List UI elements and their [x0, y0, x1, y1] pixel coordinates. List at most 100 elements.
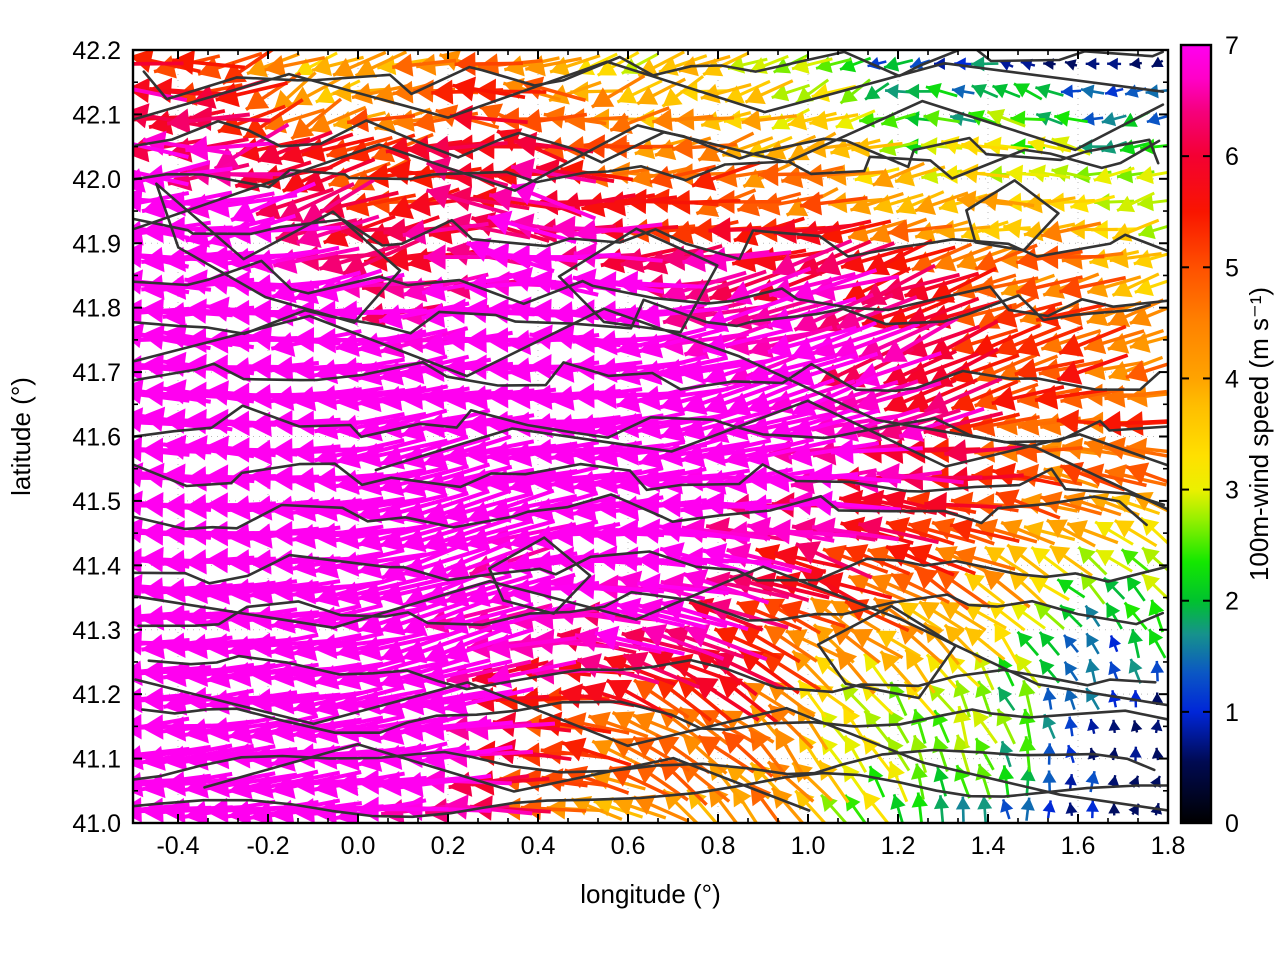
wind-arrow-head — [342, 253, 369, 277]
wind-arrow — [790, 320, 878, 361]
wind-arrow — [1027, 136, 1072, 155]
wind-arrow-head — [1063, 634, 1078, 649]
wind-arrow-head — [379, 581, 404, 607]
wind-arrow — [519, 108, 588, 133]
wind-arrow-head — [1087, 718, 1100, 731]
wind-arrow-head — [379, 304, 404, 330]
wind-arrow-head — [357, 442, 382, 468]
wind-arrow — [354, 50, 408, 78]
wind-arrow — [702, 51, 750, 77]
wind-arrow-head — [336, 443, 362, 469]
wind-arrow-head — [443, 384, 467, 411]
wind-arrow-head — [399, 384, 423, 410]
wind-arrow — [205, 579, 298, 605]
wind-arrow — [794, 789, 827, 823]
wind-arrow — [249, 713, 340, 745]
wind-arrow-head — [228, 635, 253, 661]
wind-arrow — [707, 785, 739, 823]
wind-arrow-head — [1104, 436, 1126, 460]
colorbar-tick-label: 3 — [1225, 477, 1239, 505]
wind-arrow — [1033, 602, 1065, 630]
wind-arrow-head — [313, 385, 338, 411]
wind-arrow-head — [248, 632, 272, 659]
wind-arrow-head — [736, 599, 761, 622]
wind-arrow-head — [975, 250, 999, 273]
wind-arrow-head — [486, 382, 509, 409]
wind-arrow-head — [133, 436, 143, 462]
wind-arrow-head — [1078, 547, 1096, 565]
wind-arrow-head — [658, 492, 681, 518]
wind-arrow-head — [709, 279, 735, 303]
wind-arrow-head — [442, 298, 466, 324]
wind-arrow — [820, 793, 848, 823]
wind-arrow-head — [335, 690, 360, 716]
wind-arrow — [843, 544, 911, 576]
wind-arrow-head — [1108, 719, 1121, 731]
wind-arrow — [400, 658, 491, 690]
wind-arrow-head — [1015, 654, 1033, 673]
wind-arrow-head — [141, 297, 164, 324]
wind-arrow-head — [162, 246, 186, 273]
wind-arrow — [745, 438, 836, 468]
wind-arrow-head — [270, 717, 295, 743]
wind-arrow-head — [141, 246, 165, 273]
wind-arrow-head — [1107, 775, 1120, 787]
terrain-contour-layer — [133, 50, 1168, 819]
wind-arrow — [1129, 57, 1142, 70]
wind-arrow-head — [704, 308, 730, 333]
wind-arrow-head — [1016, 333, 1041, 357]
wind-arrow-head — [953, 734, 971, 753]
wind-arrow — [842, 266, 912, 303]
wind-arrow — [790, 374, 877, 417]
wind-arrow-head — [509, 526, 534, 552]
wind-arrow-head — [264, 55, 286, 78]
wind-arrow-head — [184, 800, 209, 823]
wind-arrow-head — [750, 762, 771, 783]
wind-arrow — [918, 600, 965, 632]
wind-arrow-head — [486, 441, 511, 467]
wind-arrow-head — [652, 108, 673, 132]
wind-arrow — [939, 600, 987, 632]
terrain-contour — [557, 227, 719, 334]
wind-arrow-head — [133, 299, 142, 325]
wind-arrow-head — [380, 693, 405, 718]
wind-arrow — [1123, 601, 1148, 631]
wind-arrow-head — [581, 192, 606, 218]
wind-arrow-head — [205, 743, 230, 770]
wind-arrow-head — [271, 331, 296, 357]
wind-arrow-head — [486, 242, 510, 268]
wind-arrow — [423, 624, 511, 665]
wind-arrow — [318, 243, 401, 275]
wind-arrow-head — [572, 413, 597, 440]
wind-arrow-head — [935, 546, 958, 567]
wind-arrow-head — [595, 625, 620, 651]
wind-arrow-head — [747, 516, 771, 542]
wind-arrow-head — [1085, 57, 1097, 70]
wind-arrow-head — [529, 354, 552, 380]
wind-arrow — [1129, 306, 1168, 327]
wind-arrow-head — [679, 707, 703, 729]
wind-arrow-shaft — [133, 61, 184, 66]
wind-arrow-head — [271, 774, 296, 800]
wind-arrow-head — [888, 709, 904, 728]
terrain-contour-minor — [133, 550, 1167, 585]
wind-arrow-head — [835, 112, 855, 130]
wind-arrow-head — [946, 655, 966, 674]
wind-arrow — [768, 272, 856, 303]
wind-arrow — [661, 75, 705, 108]
colorbar-tick-label: 7 — [1225, 32, 1239, 60]
wind-arrow-head — [1151, 747, 1164, 759]
wind-arrow-head — [1020, 767, 1036, 782]
wind-arrow — [748, 727, 790, 781]
wind-arrow-head — [944, 439, 968, 465]
wind-arrow-head — [374, 112, 397, 133]
wind-arrow-head — [206, 772, 230, 798]
wind-arrow-head — [529, 550, 553, 577]
wind-arrow-head — [870, 573, 893, 595]
wind-arrow-head — [999, 741, 1014, 756]
wind-arrow — [949, 517, 1020, 544]
wind-arrow — [270, 717, 362, 743]
terrain-contour-minor — [133, 493, 1148, 531]
wind-arrow — [357, 547, 448, 579]
wind-arrow-head — [529, 438, 552, 465]
